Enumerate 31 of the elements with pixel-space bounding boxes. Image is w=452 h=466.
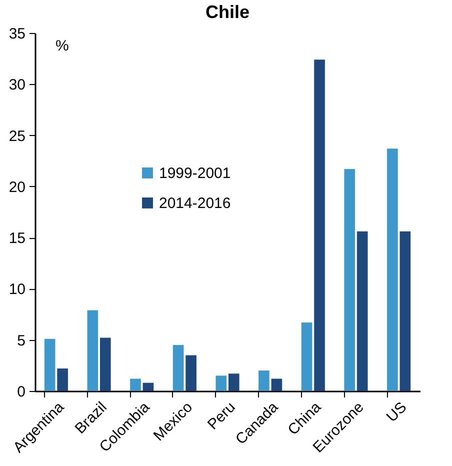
bar: [258, 370, 270, 391]
legend-label: 1999-2001: [159, 164, 231, 182]
legend-label: 2014-2016: [159, 194, 231, 212]
bar: [186, 355, 196, 391]
bar: [356, 231, 368, 391]
chart-title: Chile: [205, 2, 250, 22]
bar: [100, 338, 111, 391]
bar: [314, 60, 325, 391]
bar: [87, 310, 98, 391]
bar: [142, 382, 154, 391]
bar: [44, 338, 56, 391]
bar: [400, 231, 411, 391]
bar: [301, 322, 312, 391]
bar: [130, 378, 141, 391]
bar: [344, 169, 356, 391]
bar: [216, 376, 227, 391]
bar: [57, 368, 68, 391]
y-tick-label: 5: [17, 332, 26, 350]
x-tick-label: US: [383, 398, 410, 426]
y-tick-label: 25: [8, 128, 26, 145]
bar: [387, 148, 398, 391]
y-axis-title: %: [56, 38, 69, 54]
y-tick-label: 20: [8, 178, 26, 196]
y-tick-label: 15: [8, 230, 26, 248]
y-tick-label: 30: [8, 76, 26, 94]
y-tick-label: 0: [17, 384, 26, 400]
y-tick-label: 10: [8, 281, 26, 298]
bar: [271, 378, 282, 391]
bar: [228, 374, 240, 391]
bar: [172, 344, 184, 391]
y-tick-label: 35: [8, 26, 26, 42]
